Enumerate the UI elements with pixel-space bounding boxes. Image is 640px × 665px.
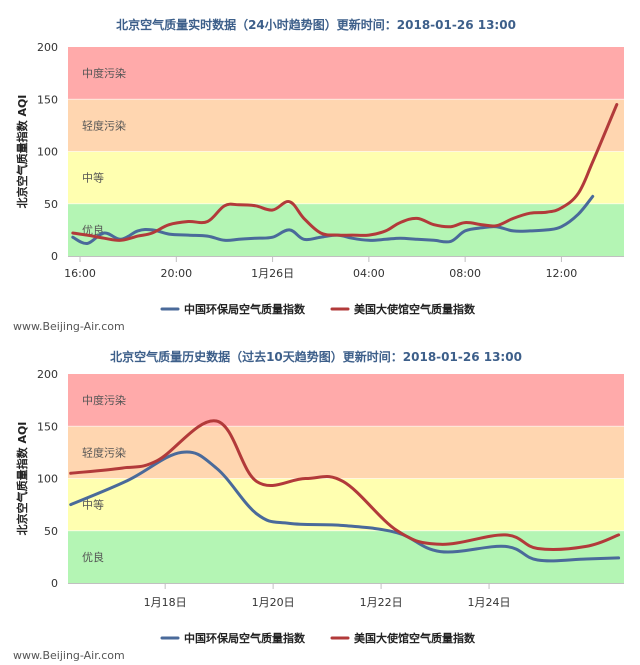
band-2 — [68, 99, 624, 152]
y-axis-label: 北京空气质量指数 AQI — [15, 95, 29, 209]
band-label: 中度污染 — [82, 393, 126, 407]
band-3 — [68, 374, 624, 427]
band-label: 优良 — [82, 223, 104, 237]
chart-1: 北京空气质量实时数据（24小时趋势图）更新时间：2018-01-26 13:00… — [13, 17, 624, 333]
series-line-1 — [69, 450, 621, 563]
x-tick-label: 1月26日 — [251, 267, 294, 280]
y-tick-label: 100 — [37, 473, 58, 486]
x-tick-label: 16:00 — [64, 267, 96, 280]
x-tick-label: 04:00 — [353, 267, 385, 280]
y-tick-label: 0 — [51, 250, 58, 263]
x-tick-label: 1月20日 — [252, 596, 295, 609]
y-tick-label: 100 — [37, 146, 58, 159]
band-label: 轻度污染 — [82, 118, 126, 132]
band-1 — [68, 478, 624, 531]
legend-entry: 中国环保局空气质量指数 — [184, 631, 306, 645]
y-tick-label: 0 — [51, 577, 58, 590]
band-label: 优良 — [82, 550, 104, 564]
band-1 — [68, 151, 624, 204]
chart-2: 北京空气质量历史数据（过去10天趋势图）更新时间：2018-01-26 13:0… — [13, 349, 624, 662]
band-label: 中等 — [82, 498, 104, 512]
band-3 — [68, 47, 624, 100]
y-tick-label: 50 — [44, 198, 58, 211]
x-tick-label: 08:00 — [449, 267, 481, 280]
legend-entry: 中国环保局空气质量指数 — [184, 302, 306, 316]
y-tick-label: 200 — [37, 41, 58, 54]
band-label: 轻度污染 — [82, 445, 126, 459]
x-tick-label: 1月24日 — [468, 596, 511, 609]
y-tick-label: 200 — [37, 368, 58, 381]
x-tick-label: 20:00 — [160, 267, 192, 280]
series-line-2 — [71, 103, 619, 242]
chart-title: 北京空气质量历史数据（过去10天趋势图）更新时间：2018-01-26 13:0… — [110, 349, 522, 364]
watermark-text: www.Beijing-Air.com — [13, 320, 125, 333]
band-label: 中等 — [82, 171, 104, 185]
y-axis-label: 北京空气质量指数 AQI — [15, 422, 29, 536]
band-label: 中度污染 — [82, 66, 126, 80]
y-tick-label: 150 — [37, 93, 58, 106]
band-0 — [68, 530, 624, 583]
watermark-text: www.Beijing-Air.com — [13, 649, 125, 662]
legend-entry: 美国大使馆空气质量指数 — [354, 631, 476, 645]
band-2 — [68, 426, 624, 479]
chart-title: 北京空气质量实时数据（24小时趋势图）更新时间：2018-01-26 13:00 — [116, 17, 516, 32]
y-tick-label: 150 — [37, 420, 58, 433]
series-line-2 — [69, 419, 621, 551]
x-tick-label: 12:00 — [546, 267, 578, 280]
x-tick-label: 1月18日 — [144, 596, 187, 609]
legend-entry: 美国大使馆空气质量指数 — [354, 302, 476, 316]
y-tick-label: 50 — [44, 525, 58, 538]
x-tick-label: 1月22日 — [360, 596, 403, 609]
